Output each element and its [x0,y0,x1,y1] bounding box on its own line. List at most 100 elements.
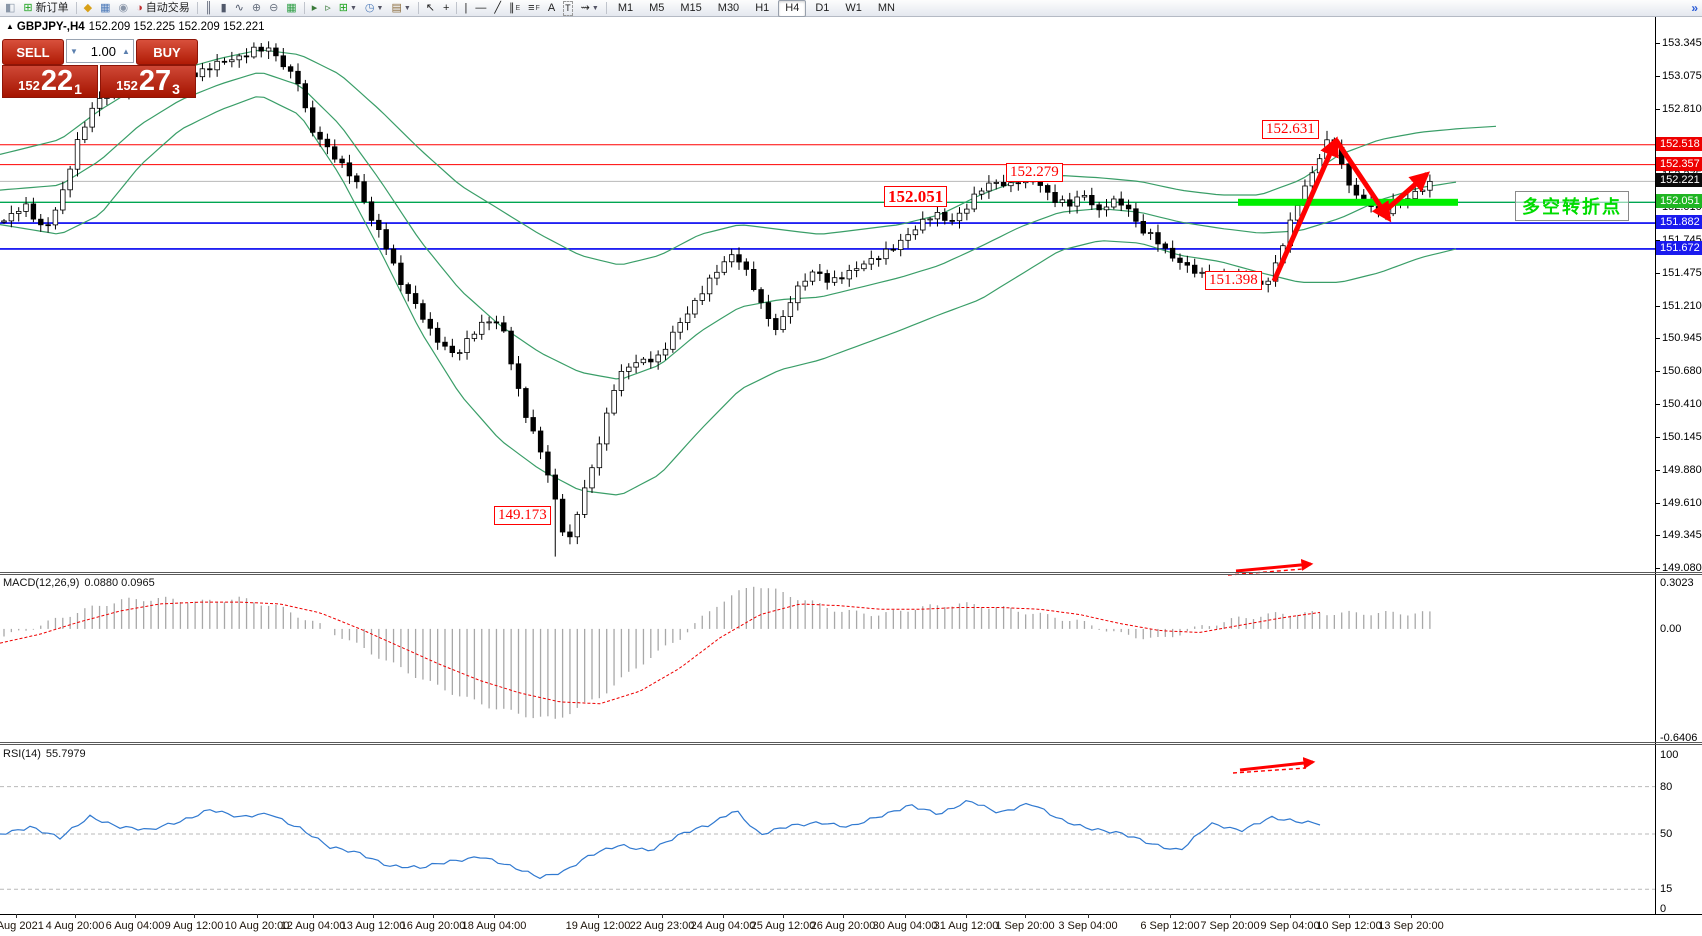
timeframe-H1[interactable]: H1 [755,1,770,14]
periods-dropdown[interactable]: ◷ ▼ [364,1,384,14]
price-axis-tick-label: 150.680 [1662,365,1702,377]
channel-tool-icon: ∥ [508,1,515,14]
vertical-line-tool-icon[interactable]: | [461,1,470,16]
fibonacci-tool-icon[interactable]: ≡ F [528,1,540,14]
toolbar-overflow-icon[interactable]: » [1691,1,1698,15]
bar-chart-type-icon[interactable]: ║ [202,1,216,16]
time-axis-label: 9 Aug 12:00 [164,920,224,932]
horizontal-line-tool-icon[interactable]: — [472,1,489,16]
time-axis-label: 25 Aug 12:00 [750,920,816,932]
price-axis-tick [1655,470,1660,471]
text-tool-icon: A [547,1,556,14]
line-chart-type-icon[interactable]: ∿ [232,1,247,16]
annotation-price-label[interactable]: 149.173 [494,506,551,525]
terminal-window-icon[interactable]: ▦ [97,1,113,16]
text-tool-icon[interactable]: A [545,1,558,16]
templates-dropdown[interactable]: ▤ ▼ [391,1,411,14]
timeframe-H4[interactable]: H4 [778,0,807,17]
note-label[interactable]: 多空转折点 [1515,191,1629,221]
tile-windows-icon[interactable]: ▦ [283,1,299,16]
chart-ohlc-values: 152.209 152.225 152.209 152.221 [88,21,265,33]
sell-button[interactable]: SELL [2,39,64,65]
candlestick-type-icon[interactable]: ▮ [218,1,230,16]
cursor-tool-icon[interactable]: ↖ [423,1,438,16]
rsi-indicator-label: RSI(14) 55.7979 [3,748,86,760]
price-axis-tick [1655,535,1660,536]
macd-values: 0.0880 0.0965 [84,577,155,589]
styles-brush-icon[interactable]: ◆ [81,1,95,16]
macd-panel-separator[interactable] [0,572,1702,573]
timeframe-M1[interactable]: M1 [617,1,634,14]
price-axis-tick-label: 153.075 [1662,70,1702,82]
price-axis-tick [1655,273,1660,274]
toolbar-separator [303,2,305,14]
volume-increase-button[interactable]: ▲ [122,46,130,56]
price-axis-tick [1655,240,1660,241]
timeframe-M5[interactable]: M5 [649,1,665,14]
volume-input[interactable]: 1.00 [90,43,116,59]
time-axis-label: 30 Aug 04:00 [872,920,938,932]
time-axis-label: 3 Aug 2021 [0,920,44,932]
chart-shift-icon[interactable]: ▹ [322,1,334,16]
cursor-tool-icon: ↖ [425,1,436,14]
time-axis-label: 3 Sep 04:00 [1058,920,1118,932]
rsi-axis-label: 0 [1660,903,1667,915]
new-chart-dropdown[interactable]: ⊞ ▼ [338,1,357,14]
rsi-axis-label: 15 [1660,883,1673,895]
fibonacci-tool-icon: ≡ [528,1,535,14]
annotation-price-label[interactable]: 152.631 [1262,120,1319,139]
macd-axis-max-label: 0.3023 [1660,577,1694,589]
timeframe-M15[interactable]: M15 [680,1,702,14]
line-chart-type-icon: ∿ [234,1,244,14]
auto-scroll-icon[interactable]: ▸ [309,1,321,16]
toolbar-separator [75,2,77,14]
time-axis-label: 12 Aug 04:00 [280,920,346,932]
annotation-price-label[interactable]: 152.051 [884,186,948,207]
timeframe-MN[interactable]: MN [877,1,895,14]
auto-scroll-icon: ▸ [311,1,318,14]
time-axis-tick [16,914,17,918]
price-axis-tick [1655,109,1660,110]
buy-price-display[interactable]: 152 27 3 [100,65,196,98]
rsi-axis-label: 80 [1660,781,1673,793]
styles-brush-icon: ◆ [83,1,93,14]
time-axis-label: 24 Aug 04:00 [690,920,756,932]
channel-tool-icon[interactable]: ∥ E [508,1,521,14]
rsi-panel-separator[interactable] [0,742,1702,743]
crosshair-tool-icon[interactable]: + [440,1,452,16]
zoom-in-icon[interactable]: ⊕ [249,1,264,16]
timeframe-W1[interactable]: W1 [845,1,862,14]
new-order-button[interactable]: ⊞ 新订单 [23,1,69,14]
zoom-out-icon[interactable]: ⊖ [266,1,281,16]
macd-axis-min-label: -0.6406 [1660,732,1698,744]
price-axis-tick [1655,76,1660,77]
annotation-price-label[interactable]: 151.398 [1205,271,1262,290]
timeframe-D1[interactable]: D1 [815,1,830,14]
price-axis-tick [1655,437,1660,438]
buy-button[interactable]: BUY [136,39,198,65]
collapse-quote-icon[interactable]: ▲ [6,22,14,31]
annotation-price-label[interactable]: 152.279 [1006,163,1063,182]
trendline-tool-icon[interactable]: ╱ [491,1,504,16]
arrows-tool-dropdown[interactable]: ⇝ ▼ [580,1,599,14]
time-axis-tick [1025,914,1026,918]
time-axis-tick [662,914,663,918]
timeframe-M30[interactable]: M30 [717,1,740,14]
label-tool-icon[interactable]: T [560,0,576,16]
arrows-tool-dropdown: ⇝ [580,1,590,14]
rsi-value: 55.7979 [45,748,86,760]
autotrade-button[interactable]: ◑ 自动交易 [136,1,190,14]
signals-icon[interactable]: ◉ [116,1,132,16]
zoom-in-icon: ⊕ [251,1,262,14]
time-axis-tick [723,914,724,918]
main-toolbar: ◧ ⊞ 新订单 ◆ ▦ ◉ ◑ 自动交易 ║ ▮ ∿ ⊕ ⊖ ▦ ▸ ▹ ⊞ ▼ ◷ ▼ ▤ ▼ ↖ + | — ╱ ∥ E ≡ F A T ⇝ ▼… [0,0,1702,17]
time-axis-label: 10 Sep 12:00 [1316,920,1382,932]
price-axis-tick-label: 149.610 [1662,497,1702,509]
volume-decrease-button[interactable]: ▼ [70,46,78,56]
price-axis-badge: 151.882 [1656,215,1702,229]
sell-price-display[interactable]: 152 22 1 [2,65,98,98]
chart-partial-icon[interactable]: ◧ [2,1,18,16]
time-axis-label: 9 Sep 04:00 [1260,920,1320,932]
